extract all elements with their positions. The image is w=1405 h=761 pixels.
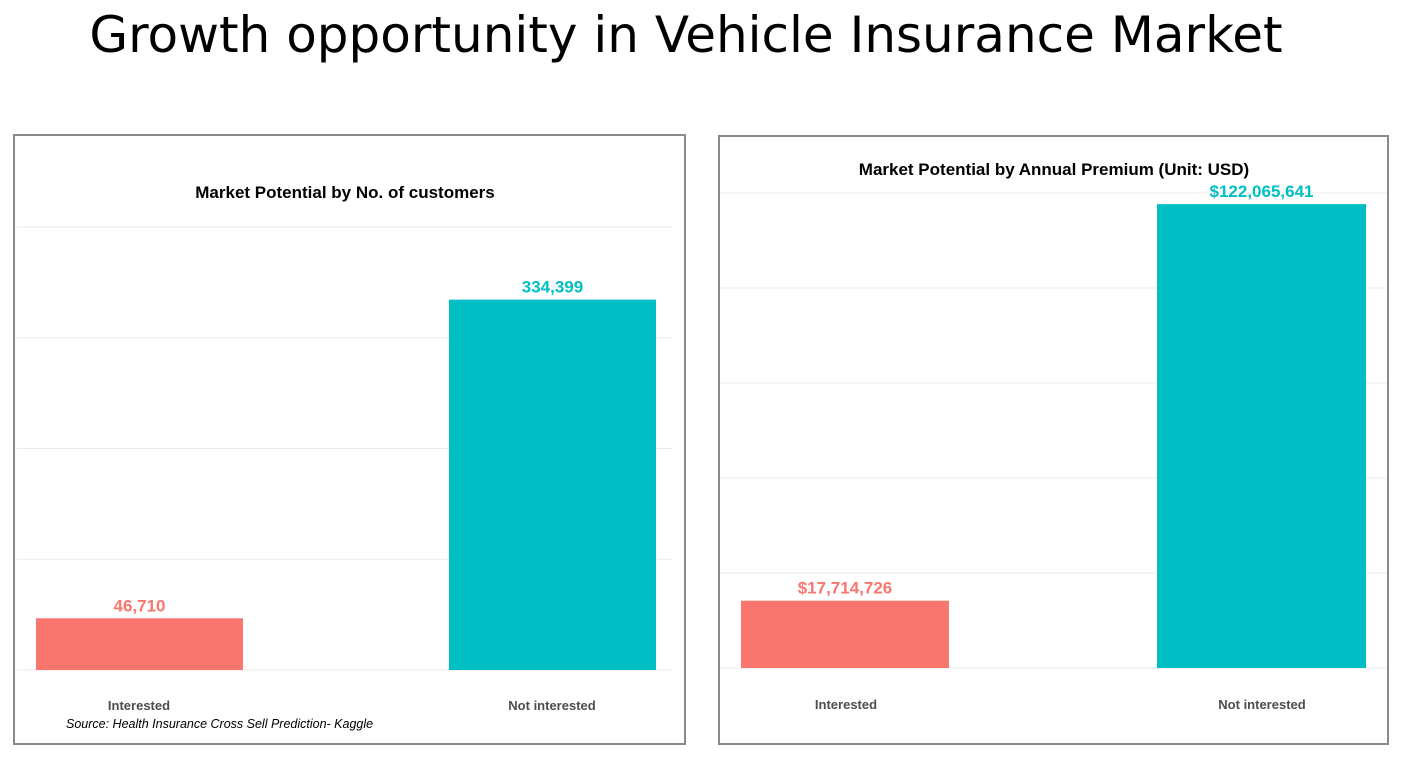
data-label: $122,065,641 (1210, 182, 1314, 201)
chart-title: Market Potential by No. of customers (195, 183, 494, 202)
x-tick-label: Not interested (1218, 697, 1305, 712)
customers-chart: 46,710 334,399 Market Potential by No. of… (17, 183, 673, 731)
bar-interested (36, 618, 243, 670)
x-tick-label: Interested (815, 697, 877, 712)
bar-not-interested (1157, 204, 1366, 668)
bar-not-interested (449, 299, 656, 670)
data-label: $17,714,726 (798, 579, 893, 598)
chart-title: Market Potential by Annual Premium (Unit… (859, 160, 1249, 179)
slide-title: Growth opportunity in Vehicle Insurance … (89, 6, 1283, 64)
data-label: 334,399 (522, 278, 583, 297)
data-label: 46,710 (114, 596, 166, 615)
premium-chart-panel: $17,714,726 $122,065,641 Market Potential… (718, 135, 1389, 745)
x-tick-label: Interested (108, 698, 170, 713)
x-tick-label: Not interested (508, 698, 595, 713)
source-note: Source: Health Insurance Cross Sell Pred… (66, 717, 373, 731)
customers-chart-panel: 46,710 334,399 Market Potential by No. of… (13, 134, 686, 745)
premium-chart: $17,714,726 $122,065,641 Market Potential… (720, 160, 1387, 712)
bar-interested (741, 600, 949, 668)
